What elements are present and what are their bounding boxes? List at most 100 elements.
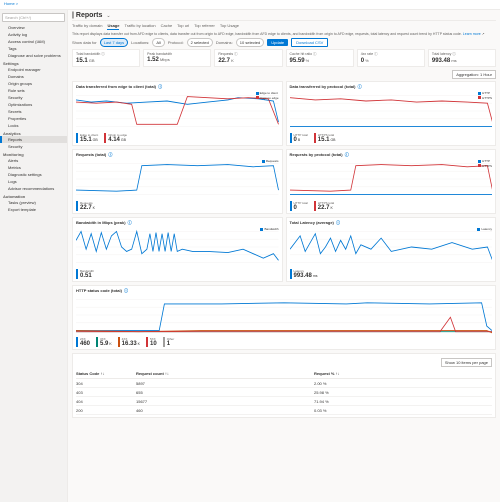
table-header: Status Code ↑↓Request count ↑↓Request % … [76, 369, 492, 379]
sidebar: Search (Ctrl+/) OverviewActivity logAcce… [0, 10, 68, 502]
chart-metric: Origin to edge4.14 GB [104, 133, 127, 143]
chart-area: Latency [290, 227, 493, 267]
chart-title: Requests by protocol (total) ⓘ [290, 152, 493, 158]
info-icon[interactable]: ⓘ [335, 220, 340, 225]
column-header[interactable]: Request count ↑↓ [136, 371, 314, 376]
chart-area: Edge to clientOrigin to edge [76, 91, 279, 131]
sidebar-item[interactable]: Optimizations [0, 101, 67, 108]
sidebar-item[interactable]: Locks [0, 122, 67, 129]
chart-area [76, 295, 492, 335]
chart-metric: 5XX10 [146, 337, 157, 347]
sidebar-header: Settings [0, 59, 67, 66]
filter-bar: Show data for Last 7 days Locations: All… [72, 38, 496, 47]
table-cell: 5897 [136, 381, 314, 386]
learn-more-link[interactable]: Learn more [463, 32, 481, 36]
sidebar-item[interactable]: Secrets [0, 108, 67, 115]
table-row: 40365525.98 % [76, 388, 492, 397]
info-icon[interactable]: ⓘ [107, 152, 112, 157]
kpi-label: Cache hit ratio ⓘ [290, 52, 350, 57]
sidebar-item[interactable]: Metrics [0, 164, 67, 171]
date-range-pill[interactable]: Last 7 days [100, 38, 128, 47]
legend-item: HTTP [478, 159, 492, 163]
kpi-label: Total bandwidth ⓘ [76, 52, 136, 57]
info-icon[interactable]: ⓘ [123, 288, 128, 293]
kpi-card: Peak bandwidth1.52 Mbps [143, 49, 211, 67]
kpi-card: Total bandwidth ⓘ15.1 GB [72, 49, 140, 67]
tab[interactable]: Cache [161, 23, 173, 30]
kpi-card: Requests ⓘ22.7 K [214, 49, 282, 67]
legend-item: HTTPS [478, 164, 492, 168]
column-header[interactable]: Status Code ↑↓ [76, 371, 136, 376]
info-icon[interactable]: ⓘ [157, 84, 162, 89]
status-code-table: Show 10 items per pageStatus Code ↑↓Requ… [72, 353, 496, 418]
tab[interactable]: Usage [107, 23, 119, 30]
sidebar-item[interactable]: Domains [0, 73, 67, 80]
sidebar-item[interactable]: Diagnose and solve problems [0, 52, 67, 59]
table-cell: 460 [136, 408, 314, 413]
chart-metric: Latency993.48 ms [290, 269, 318, 279]
sidebar-item[interactable]: Export template [0, 206, 67, 213]
protocol-label: Protocol: [168, 40, 184, 45]
kpi-row: Total bandwidth ⓘ15.1 GBPeak bandwidth1.… [72, 49, 496, 67]
chart-area: HTTPHTTPS [290, 159, 493, 199]
tab[interactable]: Traffic by location [124, 23, 155, 30]
sidebar-item[interactable]: Origin groups [0, 80, 67, 87]
sidebar-item[interactable]: Logs [0, 178, 67, 185]
tab[interactable]: Top Usage [220, 23, 239, 30]
sidebar-item[interactable]: Activity log [0, 31, 67, 38]
chart-card: Total Latency (average) ⓘ Latency Latency… [286, 217, 497, 282]
tab[interactable]: Top url [177, 23, 189, 30]
kpi-value: 95.59 % [290, 58, 350, 64]
info-icon[interactable]: ⓘ [127, 220, 132, 225]
sidebar-item[interactable]: Tags [0, 45, 67, 52]
sidebar-item[interactable]: Reports [0, 136, 67, 143]
legend-item: Latency [477, 227, 492, 231]
legend-item: Origin to edge [256, 96, 279, 100]
sidebar-item[interactable]: Tasks (preview) [0, 199, 67, 206]
table-row: 4041567771.94 % [76, 397, 492, 406]
legend-item: Bandwidth [260, 227, 278, 231]
sidebar-item[interactable]: Security [0, 143, 67, 150]
column-header[interactable]: Request % ↑↓ [314, 371, 492, 376]
sidebar-header: Analytics [0, 129, 67, 136]
tab-bar: Traffic by domain Usage Traffic by locatio… [72, 23, 496, 30]
download-csv-button[interactable]: Download CSV [291, 38, 328, 47]
kpi-label: Requests ⓘ [218, 52, 278, 57]
chart-metric: 4XX16.33 K [118, 337, 140, 347]
search-input[interactable]: Search (Ctrl+/) [2, 13, 65, 22]
locations-pill[interactable]: All [152, 38, 164, 47]
protocol-pill[interactable]: 2 selected [187, 38, 213, 47]
sidebar-item[interactable]: Alerts [0, 157, 67, 164]
kpi-label: Total latency ⓘ [432, 52, 492, 57]
info-icon[interactable]: ⓘ [357, 84, 362, 89]
chart-title: Total Latency (average) ⓘ [290, 220, 493, 226]
table-cell: 15677 [136, 399, 314, 404]
tab[interactable]: Traffic by domain [72, 23, 102, 30]
sidebar-item[interactable]: Advisor recommendations [0, 185, 67, 192]
table-cell: 0.03 % [314, 408, 492, 413]
sidebar-item[interactable]: Security [0, 94, 67, 101]
info-icon[interactable]: ⓘ [344, 152, 349, 157]
per-page-select[interactable]: Show 10 items per page [441, 358, 492, 367]
kpi-label: 4xx rate ⓘ [361, 52, 421, 57]
legend-item: Requests [262, 159, 279, 163]
tab[interactable]: Top referrer [194, 23, 215, 30]
breadcrumb[interactable]: Home > [0, 0, 500, 10]
sidebar-item[interactable]: Endpoint manager [0, 66, 67, 73]
sidebar-item[interactable]: Overview [0, 24, 67, 31]
aggregation-select[interactable]: Aggregation: 1 Hour [452, 70, 496, 79]
chart-card: Data transferred by protocol (total) ⓘ H… [286, 81, 497, 146]
sidebar-item[interactable]: Rule sets [0, 87, 67, 94]
sidebar-header: Automation [0, 192, 67, 199]
chevron-down-icon[interactable]: ⌄ [106, 13, 110, 19]
chart-metric: HTTPS total22.7 K [314, 201, 334, 211]
chart-title: HTTP status code (total) ⓘ [76, 288, 492, 294]
chart-metric: HTTPS total15.1 GB [314, 133, 336, 143]
legend-item: HTTPS [478, 96, 492, 100]
sidebar-item[interactable]: Diagnostic settings [0, 171, 67, 178]
sidebar-item[interactable]: Access control (IAM) [0, 38, 67, 45]
domains-pill[interactable]: 10 selected [236, 38, 264, 47]
chart-area: Requests [76, 159, 279, 199]
sidebar-item[interactable]: Properties [0, 115, 67, 122]
update-button[interactable]: Update [267, 39, 288, 46]
